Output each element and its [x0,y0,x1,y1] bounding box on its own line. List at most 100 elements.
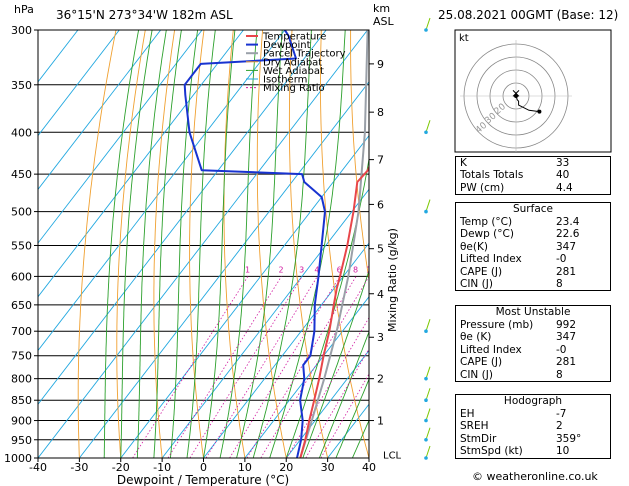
most-unstable-title: Most Unstable [495,306,571,318]
mixing-ratio-label: 25 [423,265,433,274]
pressure-tick-label: 350 [11,79,32,92]
pressure-tick-label: 750 [11,350,32,363]
hodograph-point [537,109,542,114]
mixing-ratio-label: 1 [245,265,250,274]
most-unstable-value: 347 [556,331,577,344]
surface-title: Surface [512,203,553,215]
pressure-tick-label: 400 [11,126,32,139]
legend-label: Isotherm [263,75,307,86]
wet-adiabat-line [169,30,199,458]
most-unstable-value: 281 [556,356,577,369]
hodograph-table-label: SREH [460,420,489,433]
wet-adiabat-line [219,30,258,458]
temperature-tick-label: 10 [238,461,252,474]
hodograph-table-row: SREH 2 [456,420,610,432]
isotherm-line [244,296,369,458]
hodograph-table-row: StmSpd (kt) 10 [456,445,610,457]
wind-barb-dot [424,376,428,381]
wind-barb-dot [424,437,428,442]
most-unstable-row: θe (K) 347 [456,331,610,343]
wet-adiabat-line [269,30,346,458]
temperature-tick-label: -40 [29,461,47,474]
pressure-tick-label: 900 [11,415,32,428]
wet-adiabat-line [335,378,369,458]
km-tick-label: 7 [377,154,384,167]
hodograph-table-label: EH [460,408,475,420]
hpa-label: hPa [14,3,34,16]
mixing-ratio-line [205,276,318,458]
mixing-ratio-label: 6 [337,265,342,274]
temperature-tick-label: -10 [153,461,171,474]
index-value: 40 [556,169,570,182]
index-value: 4.4 [556,181,573,194]
dry-adiabat-line [189,30,205,458]
wet-adiabat-line [153,30,182,458]
isotherm-line [38,30,368,458]
hodograph-table-row: StmDir 359° [456,433,610,445]
copyright-footer: © weatheronline.co.uk [472,470,598,483]
wet-adiabat-line [302,268,369,458]
wind-barb-shaft [425,408,431,421]
mixing-ratio-label: 20 [408,265,418,274]
pressure-tick-label: 650 [11,299,32,312]
surface-value: 347 [556,240,577,253]
pressure-tick-label: 450 [11,168,32,181]
mixing-ratio-label: 2 [278,265,283,274]
most-unstable-row: CAPE (J) 281 [456,356,610,368]
isotherm-line [79,81,369,458]
wind-barb-shaft [425,366,431,379]
surface-value: 23.4 [556,216,580,228]
most-unstable-value: 8 [556,368,563,381]
wet-adiabat-line [318,330,369,458]
km-tick-label: 6 [377,198,384,211]
surface-value: 8 [556,277,563,290]
hodograph-unit-label: kt [459,33,469,44]
index-label: Totals Totals [460,169,524,182]
dry-adiabat-line [350,30,369,283]
isotherm-line [38,30,327,406]
wind-barb-dot [424,209,428,214]
pressure-tick-label: 550 [11,239,32,252]
km-tick-label: 3 [377,331,384,344]
isotherm-line [285,349,369,458]
isotherm-line [203,242,369,458]
wet-adiabat-line [236,30,283,458]
most-unstable-label: θe (K) [460,331,492,344]
wind-barb-shaft [425,427,431,440]
pressure-tick-label: 800 [11,373,32,386]
surface-label: CAPE (J) [460,265,503,278]
hodograph-trace [515,95,540,113]
temperature-tick-label: -30 [70,461,88,474]
most-unstable-label: CAPE (J) [460,356,503,369]
temperature-line [299,164,369,458]
wind-barbs [424,17,431,460]
wind-barb-dot [424,456,428,460]
mixing-ratio-line [246,276,357,458]
km-tick-label: 2 [377,373,384,386]
pressure-tick-label: 600 [11,270,32,283]
wind-barb-dot [424,28,428,32]
wet-adiabat-line [203,30,236,458]
date-info: 25.08.2021 00GMT (Base: 12) [438,8,619,22]
surface-label: θe(K) [460,240,488,253]
wind-barb-shaft [425,445,431,459]
mixing-ratio-line [320,373,369,458]
isotherm-line [161,188,369,458]
most-unstable-row: Lifted Index -0 [456,344,610,356]
wind-barb-dot [424,130,428,135]
wind-barb-dot [424,398,428,403]
hodograph-table-row: EH -7 [456,408,610,420]
index-label: PW (cm) [460,181,505,194]
wind-barb-shaft [425,199,431,212]
surface-row: Dewp (°C) 22.6 [456,228,610,240]
hodograph-table-title: Hodograph [503,395,563,407]
legend-label: Dewpoint [263,40,311,51]
indices-panel: K 33 Totals Totals 40 PW (cm) 4.4 [455,156,611,196]
dry-adiabat-line [223,30,246,458]
mixing-ratio-line [167,276,282,458]
dry-adiabat-line [256,30,287,458]
surface-label: Dewp (°C) [460,228,514,241]
most-unstable-value: -0 [556,343,567,356]
